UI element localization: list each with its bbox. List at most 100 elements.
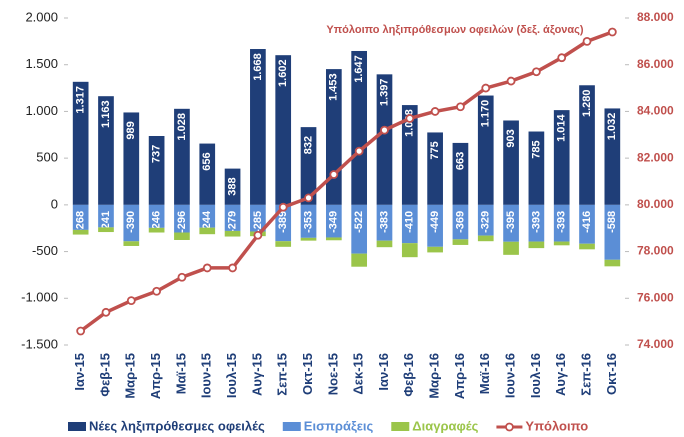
bar-segment (174, 232, 190, 240)
bar-segment (579, 85, 595, 205)
line-marker (557, 53, 567, 63)
bar-segment (376, 240, 393, 248)
data-label: 1.068 (404, 109, 416, 137)
y2-tick-label: 86.000 (637, 57, 674, 71)
bar-segment (351, 253, 368, 267)
x-tick-label: Μαρ-16 (427, 353, 442, 399)
bar-segment (123, 112, 140, 205)
data-label: 1.647 (353, 55, 365, 83)
bar-segment (477, 235, 494, 242)
data-label: -244 (201, 210, 213, 233)
bar-segment (427, 132, 443, 205)
legend-swatch (505, 422, 514, 432)
x-tick-label: Νοε-15 (325, 353, 340, 395)
line-marker (177, 272, 187, 282)
bar-segment (174, 108, 190, 205)
data-label: -369 (454, 211, 466, 233)
line-marker (531, 67, 541, 77)
data-label: -393 (556, 211, 568, 233)
bar-segment (199, 204, 216, 228)
bar-segment (275, 55, 292, 205)
x-tick-label: Μαϊ-16 (477, 353, 492, 394)
bar-segment (351, 204, 368, 254)
y-tick-label: 0 (51, 196, 58, 211)
bar-segment (98, 204, 114, 228)
bar-segment (553, 204, 570, 242)
bar-segment (427, 246, 443, 253)
data-label: 1.453 (328, 73, 340, 101)
bar-segment (199, 227, 216, 235)
data-label: 1.397 (378, 79, 390, 107)
data-label: 1.317 (75, 86, 87, 114)
data-label: 1.032 (606, 113, 618, 141)
data-label: -383 (378, 211, 390, 233)
bar-segment (477, 204, 494, 236)
y2-tick-label: 84.000 (637, 104, 674, 118)
data-label: 1.602 (277, 59, 289, 87)
bar-segment (401, 105, 418, 205)
bar-segment (427, 204, 443, 247)
data-label: 989 (125, 121, 137, 139)
x-tick-label: Οκτ-15 (300, 353, 315, 395)
bar-segment (452, 204, 469, 240)
x-tick-label: Μαϊ-15 (173, 353, 188, 394)
bar-segment (528, 204, 545, 242)
bar-segment (376, 74, 393, 205)
data-label: -449 (429, 211, 441, 233)
line-marker (278, 202, 288, 212)
y-tick-label: 1.500 (25, 56, 58, 71)
line (79, 30, 613, 333)
bar-segment (123, 204, 140, 242)
data-label: -416 (581, 211, 593, 233)
bar-segment (224, 168, 241, 205)
line-marker (354, 146, 364, 156)
line-marker (481, 83, 491, 93)
y-tick-label: -1.000 (21, 290, 58, 305)
y2-tick-label: 80.000 (637, 197, 674, 211)
legend-swatch (391, 422, 410, 431)
bar-segment (503, 120, 519, 205)
x-tick-label: Σεπ-16 (578, 353, 593, 396)
data-label: 1.668 (252, 53, 264, 81)
bar-segment (604, 259, 621, 267)
y-tick-label: 500 (36, 150, 58, 165)
x-tick-label: Μαρ-15 (123, 353, 138, 399)
data-label: 737 (151, 145, 163, 163)
data-label: 1.014 (556, 113, 568, 141)
y2-tick-label: 78.000 (637, 244, 674, 258)
data-label: -349 (328, 211, 340, 233)
bar-segment (503, 241, 519, 255)
data-label: 903 (505, 129, 517, 147)
data-label: -522 (353, 211, 365, 233)
bar-segment (376, 204, 393, 241)
bar-segment (98, 227, 114, 233)
x-tick-label: Ιουν-15 (199, 353, 214, 398)
line-marker (202, 263, 212, 273)
bar-segment (300, 204, 317, 238)
bar-segment (72, 204, 89, 230)
data-label: 775 (429, 141, 441, 159)
x-tick-label: Φεβ-16 (401, 353, 416, 397)
bar-segment (553, 241, 570, 246)
line-marker (329, 170, 339, 179)
data-label: -285 (252, 211, 264, 233)
line-marker (405, 114, 415, 123)
data-label: -389 (277, 211, 289, 233)
data-label: 388 (226, 177, 238, 195)
legend-label: Εισπράξεις (304, 418, 374, 433)
data-label: 1.280 (581, 90, 593, 118)
x-tick-label: Οκτ-16 (604, 353, 619, 395)
bar-segment (528, 131, 545, 205)
bar-segment (98, 96, 114, 205)
x-tick-label: Ιουλ-16 (528, 353, 543, 398)
bar-segment (148, 136, 165, 205)
y2-tick-label: 88.000 (637, 10, 674, 24)
bar-segment (224, 204, 241, 231)
bar-segment (199, 143, 216, 205)
line-marker (126, 296, 136, 306)
legend-label: Διαγραφές (412, 418, 478, 433)
line-marker (456, 102, 465, 112)
bar-segment (351, 50, 368, 205)
data-label: -393 (530, 211, 542, 233)
